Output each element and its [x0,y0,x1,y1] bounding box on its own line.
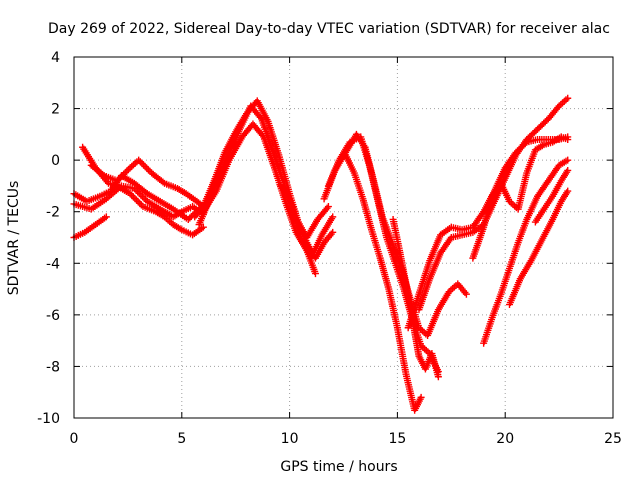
y-tick-label: -4 [46,256,60,272]
data-point [140,161,148,169]
data-point [123,167,131,175]
data-point [126,190,134,198]
data-point [115,175,123,183]
data-point [120,170,128,178]
series-pass-r [389,215,442,381]
data-point [128,191,136,199]
y-tick-label: -10 [37,411,60,427]
data-point [137,191,145,199]
y-tick-label: 4 [51,50,60,66]
y-axis-label: SDTVAR / TECUs [6,181,22,296]
data-point [140,194,148,202]
series-pass-q [531,166,572,226]
data-point [136,158,144,166]
y-tick-label: -6 [46,308,60,324]
data-point [116,174,124,182]
data-point [131,194,139,202]
data-point [323,204,331,212]
data-point [462,290,470,298]
data-point [118,172,126,180]
series-pass-s [277,182,337,262]
x-tick-label: 10 [281,431,299,447]
data-point [134,198,142,206]
y-tick-label: -2 [46,205,60,221]
series-pass-j [324,133,442,376]
data-point [121,169,129,177]
series-pass-d [70,213,110,241]
series-pass-p [506,187,572,309]
data-point [554,104,562,112]
x-tick-label: 20 [496,431,514,447]
data-point [130,185,138,193]
data-point [417,393,425,401]
chart-title: Day 269 of 2022, Sidereal Day-to-day VTE… [48,21,610,37]
x-tick-label: 0 [70,431,79,447]
data-point [138,193,146,201]
grid [74,57,613,418]
series-pass-e [87,156,207,211]
data-point [137,201,145,209]
data-point [143,164,151,172]
y-tick-label: 2 [51,102,60,118]
x-tick-label: 5 [177,431,186,447]
data-point [564,136,572,144]
data-point [311,270,319,278]
data-point [144,166,152,174]
data-point [258,131,266,139]
data-point [99,170,107,178]
data-point [434,373,442,381]
data-point [564,156,572,164]
series-pass-h [199,120,319,278]
data-point [135,189,143,197]
data-point [113,177,121,185]
series-pass-c [70,182,207,221]
data-point [256,113,264,121]
data-point [329,213,337,221]
data-point [159,178,167,186]
axis-ticks: 0 5 10 15 20 25 -10 -8 -6 -4 -2 0 2 4 [37,50,622,447]
data-point [124,165,132,173]
data-point [564,187,572,195]
data-point [329,228,337,236]
data-point [135,156,143,164]
series-pass-n [469,133,572,262]
series-pass-g [195,102,337,262]
data-point [199,223,207,231]
series-pass-k [342,151,425,414]
data-point [564,166,572,174]
x-tick-label: 25 [604,431,622,447]
data-point [564,94,572,102]
data-point [136,199,144,207]
data-point [141,163,149,171]
x-axis-label: GPS time / hours [280,459,397,475]
data-point [324,203,332,211]
y-tick-label: -8 [46,359,60,375]
data-point [132,186,140,194]
data-point [102,213,110,221]
data-point [134,188,142,196]
x-tick-label: 15 [388,431,406,447]
data-point [129,193,137,201]
y-tick-label: 0 [51,153,60,169]
data-points [70,94,572,414]
plot-frame [73,56,614,419]
series-pass-o [480,156,572,347]
data-point [133,196,141,204]
data-point [138,159,146,167]
